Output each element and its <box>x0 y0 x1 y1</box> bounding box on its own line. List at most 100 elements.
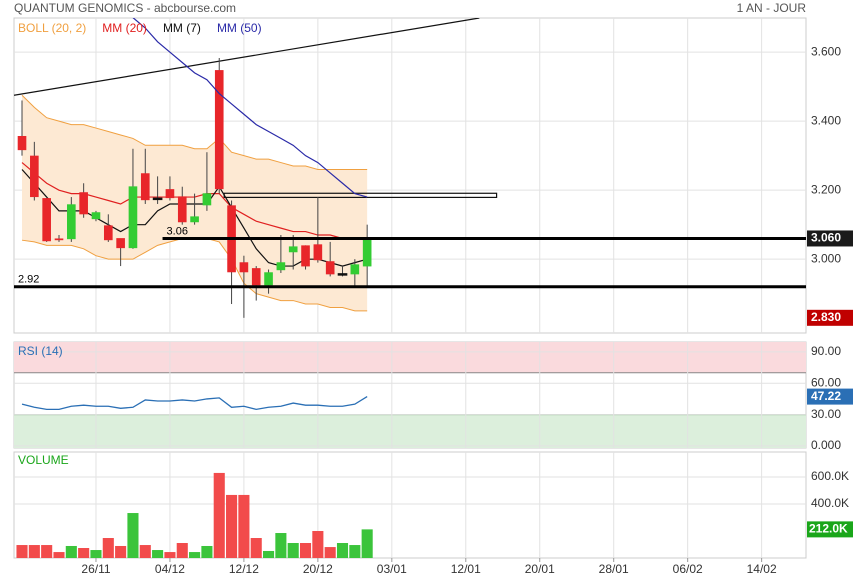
panel-title: VOLUME <box>18 453 69 467</box>
y-tick-label: 3.200 <box>811 182 841 196</box>
volume-bar <box>127 513 139 558</box>
candle-body <box>67 204 76 240</box>
x-tick-label: 14/02 <box>747 562 777 576</box>
candle-body <box>177 196 187 223</box>
volume-bar <box>152 550 164 558</box>
volume-bar <box>189 552 201 558</box>
candle-body <box>30 155 39 198</box>
candle-body <box>152 197 163 201</box>
x-tick-label: 20/01 <box>525 562 555 576</box>
candle-body <box>190 216 199 223</box>
legend-entry: MM (7) <box>163 21 201 35</box>
volume-bar <box>176 543 188 558</box>
legend-entry: BOLL (20, 2) <box>18 21 86 35</box>
volume-bar <box>312 530 324 558</box>
candle-body <box>17 135 27 151</box>
y-tick-label: 400.0K <box>811 496 849 510</box>
zone <box>14 342 806 373</box>
candle-body <box>79 192 88 215</box>
candle-body <box>91 212 101 220</box>
candle-body <box>276 262 286 271</box>
price-badge-label: 3.060 <box>811 231 841 245</box>
level-label: 3.06 <box>167 225 188 237</box>
volume-bar <box>275 533 287 558</box>
y-tick-label: 3.000 <box>811 251 841 265</box>
volume-bar <box>139 545 151 558</box>
candle-body <box>103 225 113 241</box>
candle-body <box>140 173 150 201</box>
x-tick-label: 04/12 <box>155 562 185 576</box>
volume-bar <box>213 472 225 558</box>
volume-bar <box>201 545 213 558</box>
low-badge <box>807 309 853 326</box>
rsi-line <box>21 396 368 411</box>
candle-body <box>264 272 273 286</box>
y-tick-label: 60.00 <box>811 375 841 389</box>
plot <box>14 342 806 448</box>
volume-bar <box>299 543 312 558</box>
candle-body <box>313 244 323 261</box>
candle-body <box>128 186 138 249</box>
zone <box>14 414 806 448</box>
y-tick-label: 0.000 <box>811 438 841 452</box>
x-tick-label: 03/01 <box>377 562 407 576</box>
volume-bar <box>336 543 349 558</box>
y-tick-label: 3.400 <box>811 113 841 127</box>
band-upper <box>21 94 368 170</box>
ma-line <box>132 18 368 198</box>
candle-body <box>337 273 348 276</box>
volume-bar <box>53 552 65 558</box>
volume-bar <box>65 545 77 558</box>
volume-bar <box>28 545 40 558</box>
candle-body <box>202 193 212 206</box>
panel-title: RSI (14) <box>18 344 63 358</box>
volume-bar <box>16 545 28 558</box>
price-badge <box>807 230 853 247</box>
trend-line <box>14 18 480 96</box>
candle-body <box>325 261 335 275</box>
candle-body <box>350 264 360 275</box>
legend-entry: MM (20) <box>102 21 147 35</box>
volume-bar <box>287 543 299 558</box>
volume-bar <box>324 547 336 558</box>
y-tick-label: 600.0K <box>811 469 849 483</box>
volume-bar <box>250 538 262 558</box>
candle-body <box>42 198 51 242</box>
plot <box>14 452 806 558</box>
low-badge-label: 2.830 <box>811 310 841 324</box>
volume-bar <box>164 552 176 558</box>
volume-bar <box>115 545 127 558</box>
candle-body <box>288 246 298 253</box>
volume-bar <box>238 494 250 558</box>
level-label: 2.92 <box>18 274 39 286</box>
panel <box>13 451 807 559</box>
x-tick-label: 06/02 <box>673 562 703 576</box>
volume-bar <box>90 550 102 558</box>
volume-bar <box>102 538 114 558</box>
rsi-badge <box>807 388 853 405</box>
candle-body <box>239 262 249 273</box>
volume-bar <box>78 548 90 558</box>
rsi-badge-label: 47.22 <box>811 389 841 403</box>
candle-body <box>116 238 125 249</box>
volume-badge-label: 212.0K <box>809 522 848 536</box>
candle-body <box>54 238 64 241</box>
volume-bar <box>41 545 53 558</box>
plot <box>14 18 806 333</box>
chart-title: QUANTUM GENOMICS - abcbourse.com <box>14 1 236 15</box>
candle-body <box>362 238 372 267</box>
candle-body <box>301 245 310 267</box>
x-tick-label: 12/01 <box>451 562 481 576</box>
period: 1 AN - JOUR <box>737 1 807 15</box>
x-tick-label: 12/12 <box>229 562 259 576</box>
volume-badge <box>807 521 853 538</box>
x-tick-label: 26/11 <box>81 562 110 576</box>
candle-body <box>251 268 261 286</box>
x-tick-label: 28/01 <box>599 562 629 576</box>
y-tick-label: 30.00 <box>811 407 841 421</box>
candle-body <box>214 70 224 190</box>
volume-bar <box>226 494 238 558</box>
candle-body <box>165 189 175 199</box>
y-tick-label: 3.600 <box>811 44 841 58</box>
legend-entry: MM (50) <box>217 21 262 35</box>
